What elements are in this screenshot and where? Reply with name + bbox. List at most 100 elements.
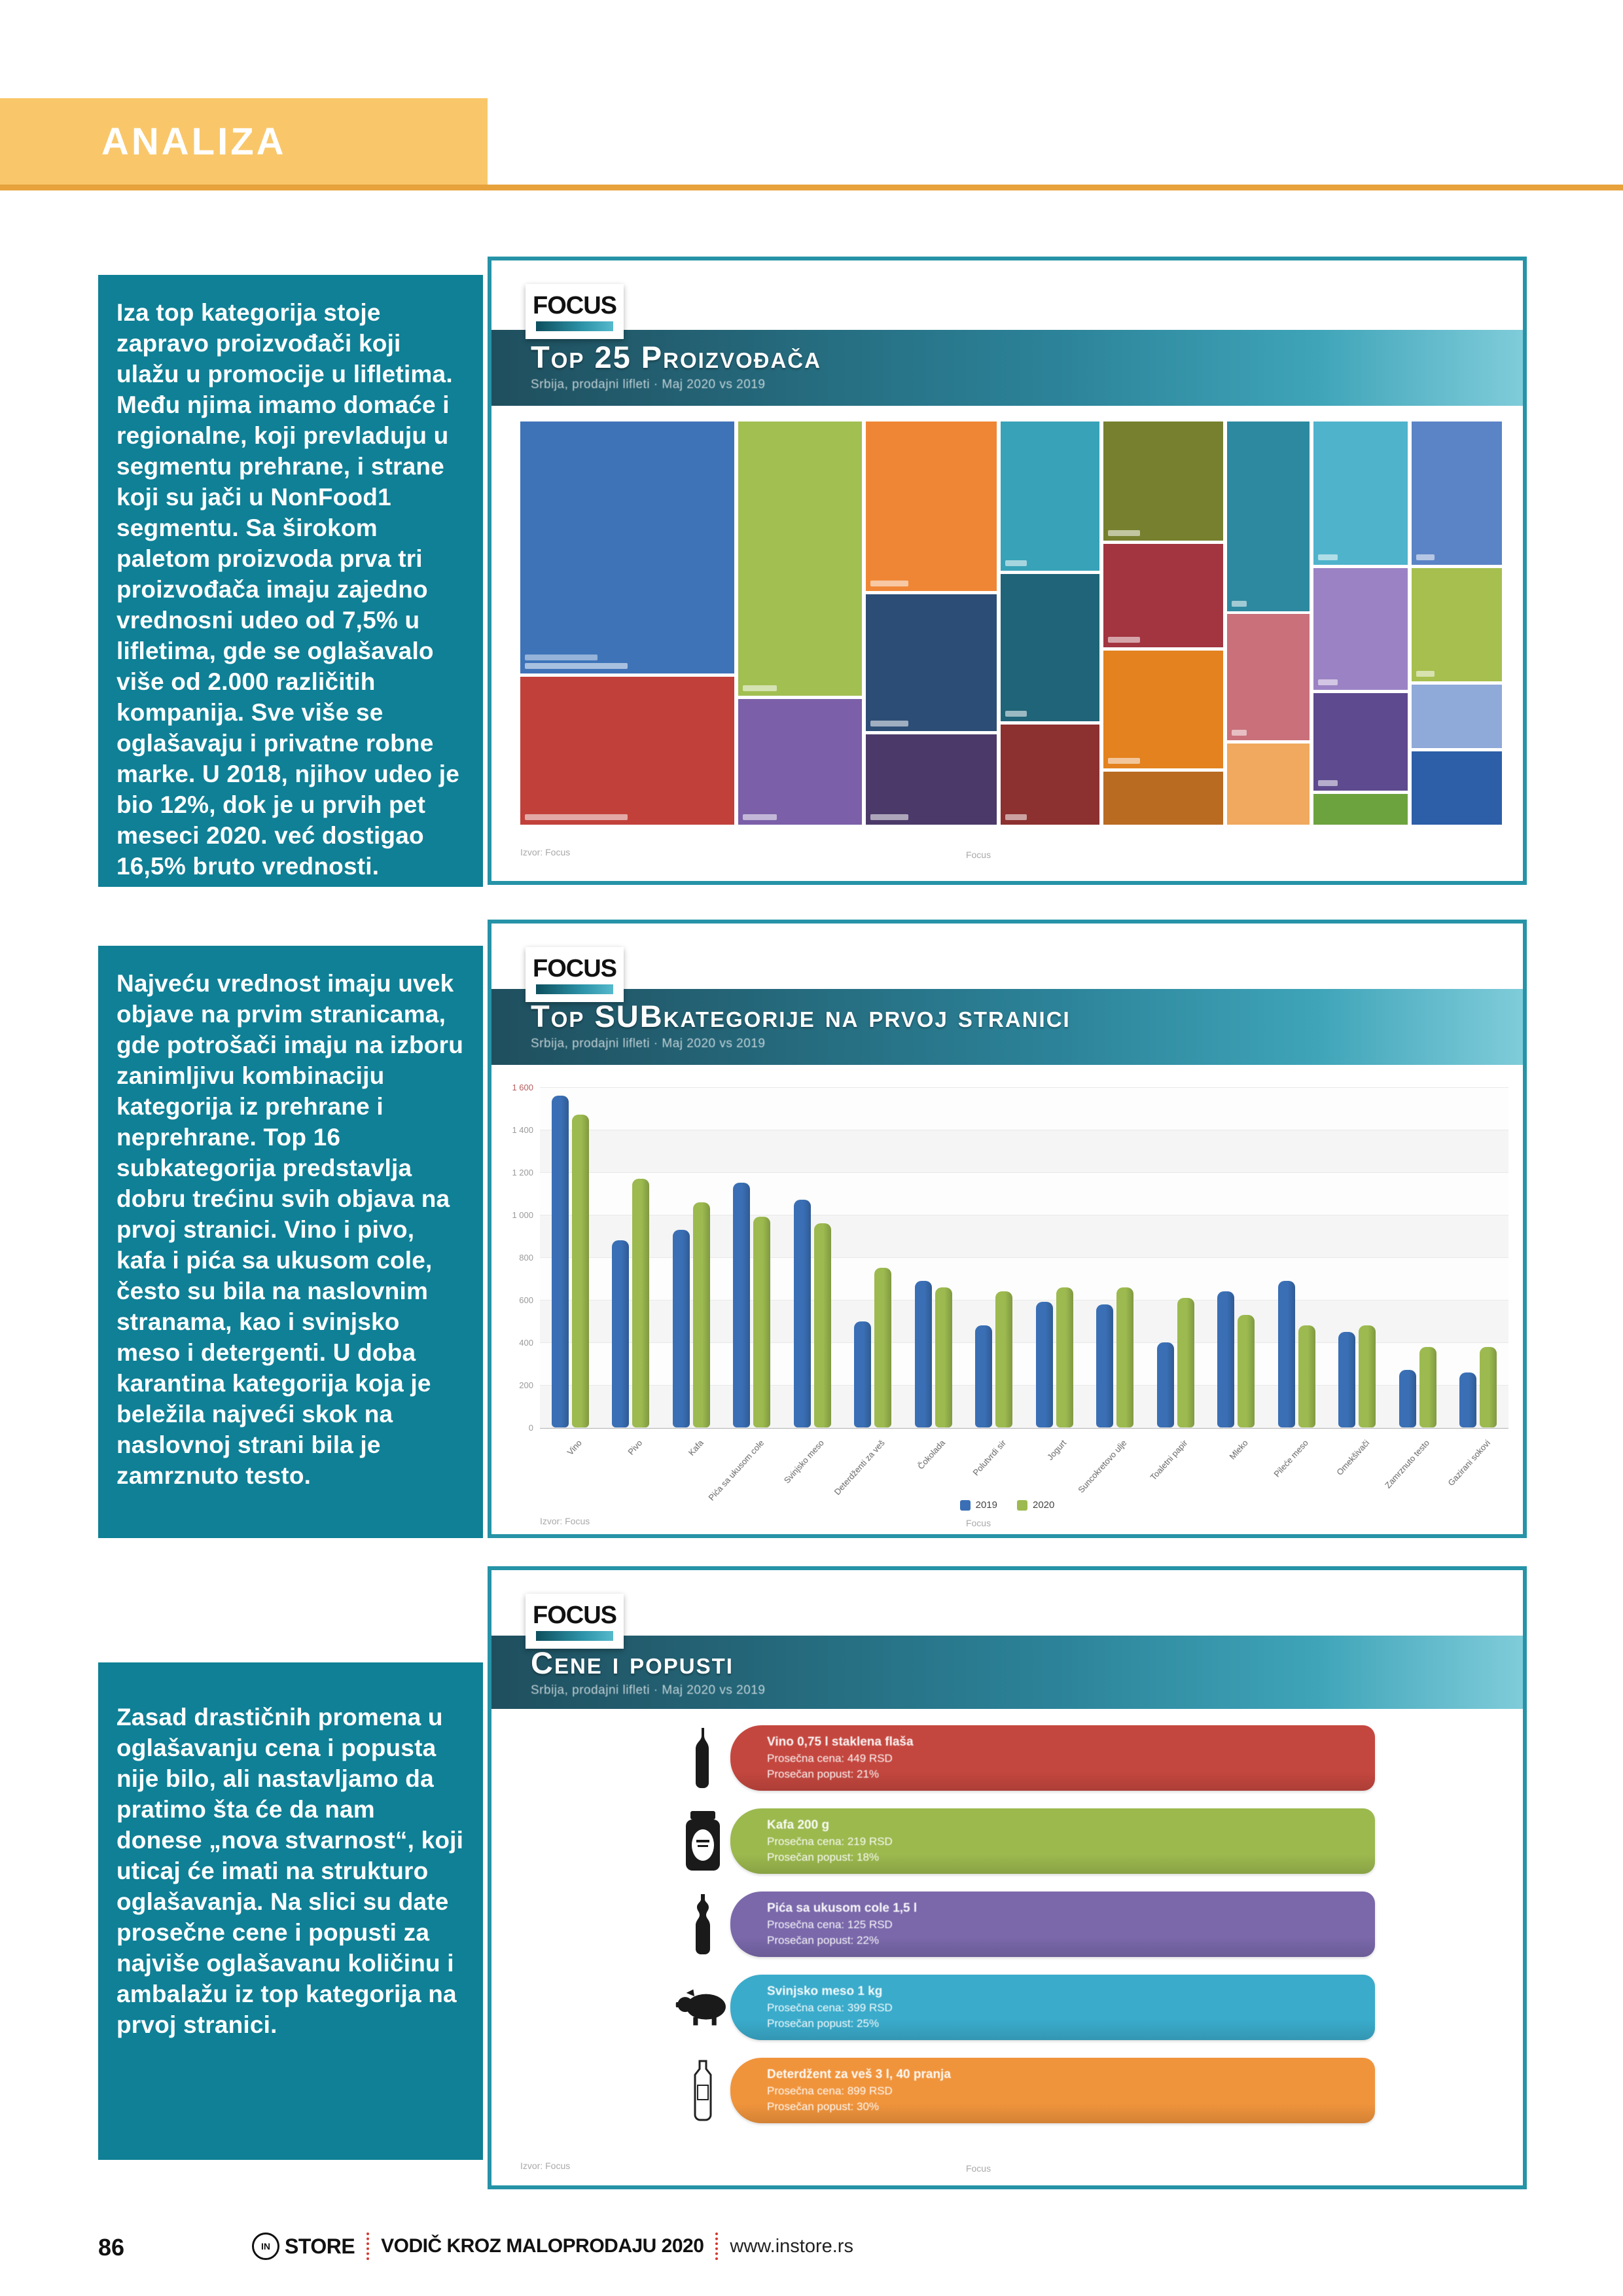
legend-label: 2019 [975,1499,997,1511]
price-bar-text-line: Kafa 200 g [767,1818,830,1832]
chart-legend: 2019 2020 [491,1499,1523,1511]
pig-icon [675,1975,730,2040]
bar-2020 [874,1268,892,1427]
x-axis-label: Vino [565,1438,584,1458]
treemap-block [1412,751,1502,825]
price-bar-text-line: Prosečan popust: 21% [767,1768,880,1780]
section-header-bar: ANALIZA [0,98,488,185]
bar-2019 [612,1240,630,1427]
bar-group [964,1291,1025,1427]
price-bar-text-line: Pića sa ukusom cole 1,5 l [767,1901,918,1915]
source-note-center: Focus [965,850,991,860]
treemap-block-label [1005,560,1027,566]
x-axis-label: Pileće meso [1272,1438,1311,1479]
price-bar: Vino 0,75 l staklena flaša Prosečna cena:… [730,1725,1375,1791]
treemap-block-label [1005,711,1027,717]
price-discount-bars: Vino 0,75 l staklena flaša Prosečna cena:… [675,1725,1375,2141]
source-note: Izvor: Focus [520,2161,571,2171]
intro-paragraph-1: Iza top kategorija stoje zapravo proizvo… [98,275,483,887]
treemap-block-label [525,655,598,660]
treemap-block-label [1108,636,1141,643]
treemap-block-label [870,814,909,820]
chart-title: Top SUBkategorije na prvoj stranici [531,999,1071,1033]
price-bar-text-line: Deterdžent za veš 3 l, 40 pranja [767,2068,951,2081]
bar-2019 [1156,1342,1174,1427]
bar-2019 [975,1325,993,1427]
treemap-block-label [870,721,909,727]
treemap-block-label [1108,529,1141,536]
x-axis-label: Pića sa ukusom cole [705,1438,766,1503]
x-axis-label: Toaletni papir [1148,1438,1190,1482]
price-bar-row: Deterdžent za veš 3 l, 40 pranja Prosečna… [675,2058,1375,2123]
bar-2020 [1359,1325,1376,1427]
y-axis-tick: 1 400 [512,1125,533,1135]
bar-2019 [733,1183,751,1427]
bar-group [782,1200,843,1427]
chart-subtitle: Srbija, prodajni lifleti · Maj 2020 vs 2… [531,1037,766,1050]
bar-2019 [1459,1372,1477,1427]
bar-group [1085,1287,1146,1427]
chart-title: Cene i popusti [531,1645,734,1680]
dotted-separator [366,2233,370,2260]
focus-logo-strip [536,1631,613,1641]
price-bar-text-line: Prosečan popust: 25% [767,2017,880,2030]
focus-logo: FOCUS [526,947,624,1002]
treemap-block [1313,793,1408,825]
price-bar: Deterdžent za veš 3 l, 40 pranja Prosečna… [730,2058,1375,2123]
treemap-block [738,698,862,825]
price-bar-row: Vino 0,75 l staklena flaša Prosečna cena:… [675,1725,1375,1791]
price-bar-text-line: Prosečan popust: 30% [767,2100,880,2113]
treemap-block-label [1232,729,1247,736]
treemap-block [520,676,734,825]
bar-2019 [1096,1304,1114,1427]
page-footer: 86 IN STORE VODIČ KROZ MALOPRODAJU 2020 … [0,2229,1623,2268]
y-axis-tick: 1 000 [512,1210,533,1220]
x-axis-label: Omekšivači [1334,1438,1371,1477]
page-title: ANALIZA [101,120,287,163]
price-bar-text-line: Prosečan popust: 18% [767,1851,880,1863]
y-axis-tick: 800 [519,1253,533,1263]
price-bar-row: Pića sa ukusom cole 1,5 l Prosečna cena: … [675,1892,1375,1957]
x-axis-label: Polutvrdi sir [971,1438,1008,1478]
bar-2019 [551,1096,569,1427]
price-bar-text-line: Prosečna cena: 399 RSD [767,2001,893,2014]
price-bar-row: Kafa 200 g Prosečna cena: 219 RSD Prosečan… [675,1808,1375,1874]
treemap-block [1412,567,1502,682]
treemap-block [1227,422,1310,611]
intro-paragraph-2: Najveću vrednost imaju uvek objave na pr… [98,946,483,1538]
detergent-bottle-icon [675,2058,730,2123]
chart-subtitle: Srbija, prodajni lifleti · Maj 2020 vs 2… [531,378,766,391]
gridline [540,1087,1508,1088]
bar-2020 [1480,1346,1497,1427]
bar-2020 [813,1223,831,1427]
chart-panel-top25-proizvodjaca: FOCUS Top 25 Proizvođača Srbija, prodajn… [488,257,1527,885]
bar-2020 [1177,1297,1194,1427]
x-axis-label: Suncokretovo ulje [1076,1438,1129,1495]
treemap-block-label [525,814,628,820]
chart-title-banner: Top SUBkategorije na prvoj stranici Srbi… [491,989,1523,1065]
x-axis-label: Zamrznuto testo [1383,1438,1432,1490]
price-bar-row: Svinjsko meso 1 kg Prosečna cena: 399 RSD… [675,1975,1375,2040]
y-axis-tick: 400 [519,1338,533,1348]
treemap-block [520,422,734,673]
treemap-block [1313,422,1408,565]
treemap-block [1227,614,1310,740]
bar-2020 [1419,1346,1436,1427]
bar-2020 [753,1217,771,1427]
treemap-block [1000,422,1099,571]
treemap-block [1103,650,1223,768]
dotted-separator [715,2233,719,2260]
treemap-chart [520,422,1502,825]
gridline [540,1427,1508,1428]
source-note-center: Focus [965,1518,991,1528]
treemap-block [1000,725,1099,825]
price-bar-text-line: Prosečna cena: 125 RSD [767,1918,893,1931]
bar-2019 [854,1321,872,1427]
price-bar-text-line: Prosečna cena: 899 RSD [767,2085,893,2097]
x-axis-label: Čokolada [916,1438,948,1471]
bar-group [601,1178,662,1427]
footer-brand-row: IN STORE VODIČ KROZ MALOPRODAJU 2020 www… [252,2233,853,2260]
treemap-block-label [1416,671,1435,677]
chart-panel-top-subkategorije: FOCUS Top SUBkategorije na prvoj stranic… [488,920,1527,1538]
x-axis-label: Jogurt [1045,1438,1069,1462]
